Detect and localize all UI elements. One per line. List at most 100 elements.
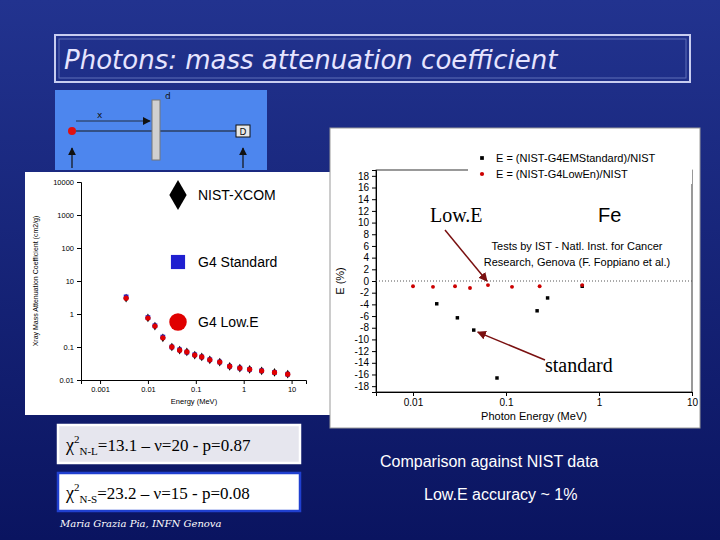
tick-mark: [372, 316, 376, 317]
tick-mark: [372, 351, 376, 352]
pointer-arrow: [242, 148, 243, 168]
tick-mark: [372, 374, 376, 375]
legend-label: G4 Low.E: [198, 314, 259, 330]
tick-label: 18: [358, 171, 370, 182]
tick-mark: [77, 182, 81, 183]
data-point: [207, 357, 212, 362]
tick-label: -12: [355, 346, 370, 357]
tick-label: 8: [363, 229, 369, 240]
tick-label: 2: [363, 264, 369, 275]
reference-line: [376, 281, 692, 282]
tick-mark: [413, 392, 414, 396]
legend-marker: [171, 255, 185, 269]
tick-label: 16: [358, 182, 370, 193]
stat-sup: 2: [74, 433, 80, 445]
tick-label: 100: [61, 244, 74, 253]
tick-label: 14: [358, 194, 370, 205]
stat-sub: N-L: [80, 445, 99, 457]
data-point: [192, 351, 197, 360]
tick: -10: [355, 334, 376, 345]
tick-label: 0.1: [500, 397, 514, 408]
stat-sup: 2: [74, 481, 80, 493]
tick: 10000: [53, 178, 81, 187]
data-point: [237, 364, 242, 373]
tick-mark: [244, 380, 245, 384]
annotation-arrow: [445, 230, 487, 281]
data-point: [247, 367, 252, 372]
data-point: [192, 352, 197, 357]
tick: 1: [70, 310, 81, 319]
data-point: [124, 294, 129, 303]
data-point: [227, 364, 232, 369]
note: Low.E accuracy ~ 1%: [424, 486, 577, 503]
x-axis: 0.010.1110: [377, 392, 699, 408]
tick: 2: [363, 264, 376, 275]
data-point: [199, 353, 204, 362]
tick: -14: [355, 357, 376, 368]
data-point: [272, 368, 277, 377]
tick-label: 0.01: [141, 385, 156, 394]
series: [123, 296, 290, 377]
footer: Maria Grazia Pia, INFN Genova: [59, 518, 221, 529]
data-point: [177, 347, 182, 352]
stat-value: =23.2 – ν=15 - p=0.08: [97, 484, 250, 503]
data-point: [177, 346, 182, 355]
tick-mark: [77, 347, 81, 348]
tick: -12: [355, 346, 376, 357]
data-point: [259, 366, 264, 375]
tick-mark: [372, 339, 376, 340]
diagram-label: x: [97, 110, 103, 120]
absorber: [152, 100, 160, 160]
axis-title: Energy (MeV): [171, 397, 218, 406]
tick-mark: [196, 380, 197, 384]
tick: 16: [358, 182, 376, 193]
tick-label: 0: [363, 276, 369, 287]
tick: 0.1: [500, 392, 514, 408]
tick: -2: [360, 287, 376, 298]
detector: [236, 125, 250, 137]
data-point: [184, 349, 189, 354]
axis-title: E (%): [334, 267, 346, 295]
tick-label: -16: [355, 369, 370, 380]
data-point: [259, 368, 264, 373]
data-point: [546, 296, 549, 299]
diagram-label: D: [240, 127, 247, 137]
data-point: [217, 359, 222, 364]
stat-value: =13.1 – ν=20 - p=0.87: [98, 436, 251, 455]
tick-mark: [372, 363, 376, 364]
tick-label: 0.1: [64, 343, 74, 352]
tick-mark: [372, 223, 376, 224]
tick-mark: [372, 386, 376, 387]
data-point: [170, 345, 175, 350]
tick: 1: [242, 380, 246, 394]
tick: -16: [355, 369, 376, 380]
axis-line: [372, 171, 377, 393]
stat-text: χ2N-S=23.2 – ν=15 - p=0.08: [65, 481, 250, 505]
tick-mark: [100, 380, 101, 384]
stat-symbol: χ: [65, 483, 74, 503]
tick: -8: [360, 322, 376, 333]
tick: 0.1: [191, 380, 201, 394]
data-point: [199, 355, 204, 360]
tick: 14: [358, 194, 376, 205]
tick: 4: [363, 252, 376, 263]
tick-mark: [372, 258, 376, 259]
tick-mark: [77, 281, 81, 282]
tick: 0.01: [141, 380, 156, 394]
data-point: [453, 284, 457, 288]
tick-mark: [372, 328, 376, 329]
data-point: [285, 370, 290, 379]
tick-label: 0.01: [404, 397, 424, 408]
legend-label: E = (NIST-G4LowEn)/NIST: [496, 168, 628, 180]
data-point: [217, 360, 222, 365]
tick: 1: [597, 392, 603, 408]
tick-label: -4: [360, 299, 369, 310]
data-point: [247, 367, 252, 372]
data-point: [247, 365, 252, 374]
data-point: [192, 352, 197, 357]
tick-mark: [77, 215, 81, 216]
data-point: [237, 366, 242, 371]
data-point: [272, 370, 277, 375]
tick-label: -14: [355, 357, 370, 368]
axis-line: [77, 183, 82, 381]
